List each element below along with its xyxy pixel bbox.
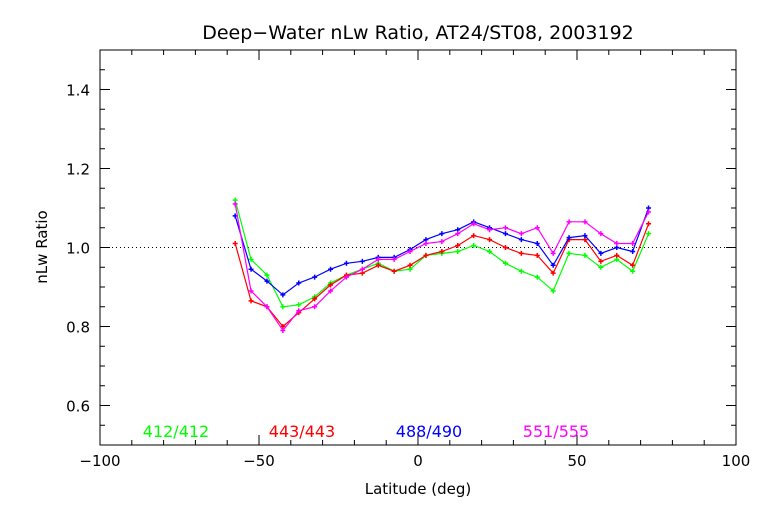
data-point: [455, 243, 461, 249]
data-point: [598, 250, 604, 256]
data-point: [534, 225, 540, 231]
x-tick-label: 0: [413, 452, 423, 470]
chart-title: Deep−Water nLw Ratio, AT24/ST08, 2003192: [202, 22, 634, 44]
data-point: [312, 304, 318, 310]
data-point: [518, 231, 524, 237]
data-point: [630, 241, 636, 247]
data-point: [439, 231, 445, 237]
data-point: [328, 288, 334, 294]
data-point: [439, 248, 445, 254]
data-point: [582, 252, 588, 258]
data-point: [296, 302, 302, 308]
data-point: [630, 262, 636, 268]
data-point: [550, 270, 556, 276]
data-point: [646, 209, 652, 215]
data-point: [312, 296, 318, 302]
legend-entry: 443/443: [269, 422, 335, 441]
data-point: [487, 227, 493, 233]
data-point: [391, 256, 397, 262]
data-point: [614, 252, 620, 258]
data-point: [471, 221, 477, 227]
data-point: [471, 233, 477, 239]
data-point: [248, 266, 254, 272]
data-point: [550, 250, 556, 256]
data-point: [534, 241, 540, 247]
data-point: [518, 250, 524, 256]
data-point: [502, 231, 508, 237]
y-tick-label: 0.8: [66, 319, 90, 337]
data-point: [343, 260, 349, 266]
data-point: [455, 231, 461, 237]
data-point: [359, 266, 365, 272]
data-point: [630, 248, 636, 254]
data-point: [407, 262, 413, 268]
data-point: [296, 280, 302, 286]
data-point: [264, 278, 270, 284]
data-point: [614, 241, 620, 247]
data-point: [502, 225, 508, 231]
data-point: [566, 219, 572, 225]
data-point: [407, 248, 413, 254]
data-point: [582, 219, 588, 225]
data-point: [598, 264, 604, 270]
data-point: [598, 258, 604, 264]
data-point: [312, 274, 318, 280]
legend-entry: 488/490: [396, 422, 462, 441]
y-tick-label: 1.0: [66, 240, 90, 258]
x-tick-label: −100: [79, 452, 120, 470]
data-point: [375, 262, 381, 268]
y-axis-label: nLw Ratio: [33, 210, 51, 283]
y-tick-label: 1.4: [66, 82, 90, 100]
y-tick-label: 0.6: [66, 398, 90, 416]
data-point: [534, 274, 540, 280]
data-point: [248, 298, 254, 304]
data-point: [328, 266, 334, 272]
data-point: [566, 235, 572, 241]
data-point: [280, 304, 286, 310]
data-point: [232, 241, 238, 247]
data-point: [280, 327, 286, 333]
data-point: [566, 250, 572, 256]
data-point: [502, 260, 508, 266]
data-point: [343, 274, 349, 280]
data-point: [423, 252, 429, 258]
legend-entry: 551/555: [523, 422, 589, 441]
data-point: [646, 221, 652, 227]
data-point: [359, 258, 365, 264]
data-point: [391, 268, 397, 274]
data-point: [487, 248, 493, 254]
data-point: [248, 288, 254, 294]
data-point: [264, 272, 270, 278]
data-point: [280, 292, 286, 298]
legend-entry: 412/412: [143, 422, 209, 441]
data-point: [502, 245, 508, 250]
data-point: [598, 231, 604, 237]
data-point: [248, 256, 254, 262]
data-point: [296, 308, 302, 314]
data-point: [518, 237, 524, 243]
data-point: [375, 256, 381, 262]
data-point: [264, 304, 270, 310]
data-point: [455, 248, 461, 254]
data-point: [550, 288, 556, 294]
x-axis-label: Latitude (deg): [365, 480, 471, 498]
x-tick-label: −50: [243, 452, 275, 470]
data-point: [518, 268, 524, 274]
data-point: [471, 243, 477, 249]
x-tick-label: 50: [567, 452, 586, 470]
data-point: [423, 241, 429, 247]
data-point: [534, 252, 540, 258]
data-point: [232, 201, 238, 207]
data-point: [439, 239, 445, 245]
x-tick-label: 100: [722, 452, 751, 470]
data-point: [582, 233, 588, 239]
y-tick-label: 1.2: [66, 161, 90, 179]
data-point: [646, 231, 652, 237]
data-point: [487, 237, 493, 243]
data-point: [550, 262, 556, 268]
data-point: [630, 268, 636, 274]
data-point: [328, 282, 334, 288]
